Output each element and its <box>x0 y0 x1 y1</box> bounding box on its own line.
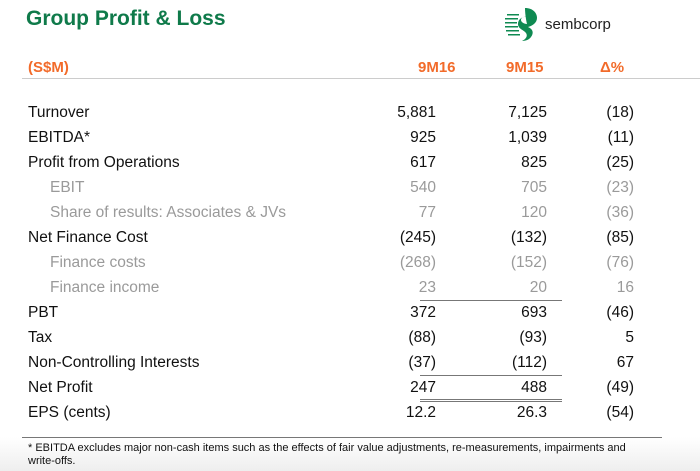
table-row: Profit from Operations 617 825 (25) <box>0 154 700 178</box>
table-row: Non-Controlling Interests (37) (112) 67 <box>0 354 700 378</box>
row-label: PBT <box>28 304 59 321</box>
row-label: Finance costs <box>50 254 146 271</box>
value-9m15: (112) <box>511 354 547 371</box>
value-9m15: 825 <box>521 154 547 171</box>
row-label: Finance income <box>50 279 160 296</box>
value-9m16: 12.2 <box>405 404 436 421</box>
col-header-9m16: 9M16 <box>418 59 456 76</box>
value-9m15: 26.3 <box>516 404 547 421</box>
value-delta: (25) <box>606 154 634 171</box>
table-row: EBITDA* 925 1,039 (11) <box>0 129 700 153</box>
value-9m15: (93) <box>519 329 547 346</box>
table-row: Finance income 23 20 16 <box>0 279 700 303</box>
table-row: Net Finance Cost (245) (132) (85) <box>0 229 700 253</box>
row-label: EPS (cents) <box>28 404 111 421</box>
value-9m16: (268) <box>399 254 436 271</box>
value-9m15: (132) <box>510 229 547 246</box>
value-delta: (49) <box>606 379 634 396</box>
value-9m15: 20 <box>529 279 547 296</box>
value-delta: (23) <box>606 179 634 196</box>
table-row: Finance costs (268) (152) (76) <box>0 254 700 278</box>
value-9m15: 705 <box>521 179 547 196</box>
footer-band <box>0 437 700 471</box>
row-label: Net Finance Cost <box>28 229 148 246</box>
value-9m15: 488 <box>521 379 547 396</box>
value-delta: (54) <box>606 404 634 421</box>
table-row: EPS (cents) 12.2 26.3 (54) <box>0 404 700 428</box>
value-delta: 16 <box>616 279 634 296</box>
value-9m16: (88) <box>408 329 436 346</box>
table-row: Share of results: Associates & JVs 77 120 (… <box>0 204 700 228</box>
sembcorp-logo: sembcorp <box>505 6 611 42</box>
value-delta: (36) <box>606 204 634 221</box>
value-delta: (18) <box>606 104 634 121</box>
value-9m15: (152) <box>510 254 547 271</box>
value-delta: 67 <box>616 354 634 371</box>
value-9m15: 1,039 <box>508 129 547 146</box>
value-9m16: 540 <box>410 179 436 196</box>
header-rule <box>22 78 700 79</box>
subtotal-rule <box>420 300 562 301</box>
value-9m16: 77 <box>418 204 436 221</box>
value-9m16: 247 <box>410 379 436 396</box>
table-row: Turnover 5,881 7,125 (18) <box>0 104 700 128</box>
value-9m15: 7,125 <box>508 104 547 121</box>
value-9m16: 372 <box>410 304 436 321</box>
value-delta: (11) <box>607 129 634 146</box>
row-label: Tax <box>28 329 53 346</box>
value-delta: (76) <box>606 254 634 271</box>
value-delta: 5 <box>625 329 634 346</box>
row-label: EBITDA* <box>28 129 91 146</box>
value-9m15: 693 <box>521 304 547 321</box>
value-9m16: (37) <box>408 354 436 371</box>
unit-header: (S$M) <box>28 59 69 76</box>
value-9m16: 5,881 <box>397 104 436 121</box>
table-row: Net Profit 247 488 (49) <box>0 379 700 403</box>
row-label: EBIT <box>50 179 85 196</box>
value-9m16: 23 <box>418 279 436 296</box>
value-delta: (85) <box>606 229 634 246</box>
row-label: Non-Controlling Interests <box>28 354 200 371</box>
col-header-9m15: 9M15 <box>506 59 544 76</box>
logo-icon <box>505 8 537 41</box>
col-header-delta: Δ% <box>600 59 625 76</box>
value-9m16: 617 <box>410 154 436 171</box>
value-9m16: 925 <box>410 129 436 146</box>
value-delta: (46) <box>606 304 634 321</box>
table-row: Tax (88) (93) 5 <box>0 329 700 353</box>
table-row: PBT 372 693 (46) <box>0 304 700 328</box>
row-label: Share of results: Associates & JVs <box>50 204 287 221</box>
row-label: Net Profit <box>28 379 93 396</box>
row-label: Turnover <box>28 104 90 121</box>
page-title: Group Profit & Loss <box>26 7 226 30</box>
table-row: EBIT 540 705 (23) <box>0 179 700 203</box>
footnote: * EBITDA excludes major non-cash items s… <box>28 442 626 467</box>
logo-text: sembcorp <box>545 15 611 33</box>
value-9m16: (245) <box>399 229 436 246</box>
footnote-rule <box>22 437 662 438</box>
total-double-rule <box>420 399 562 402</box>
row-label: Profit from Operations <box>28 154 180 171</box>
subtotal-rule <box>420 375 562 376</box>
value-9m15: 120 <box>521 204 547 221</box>
